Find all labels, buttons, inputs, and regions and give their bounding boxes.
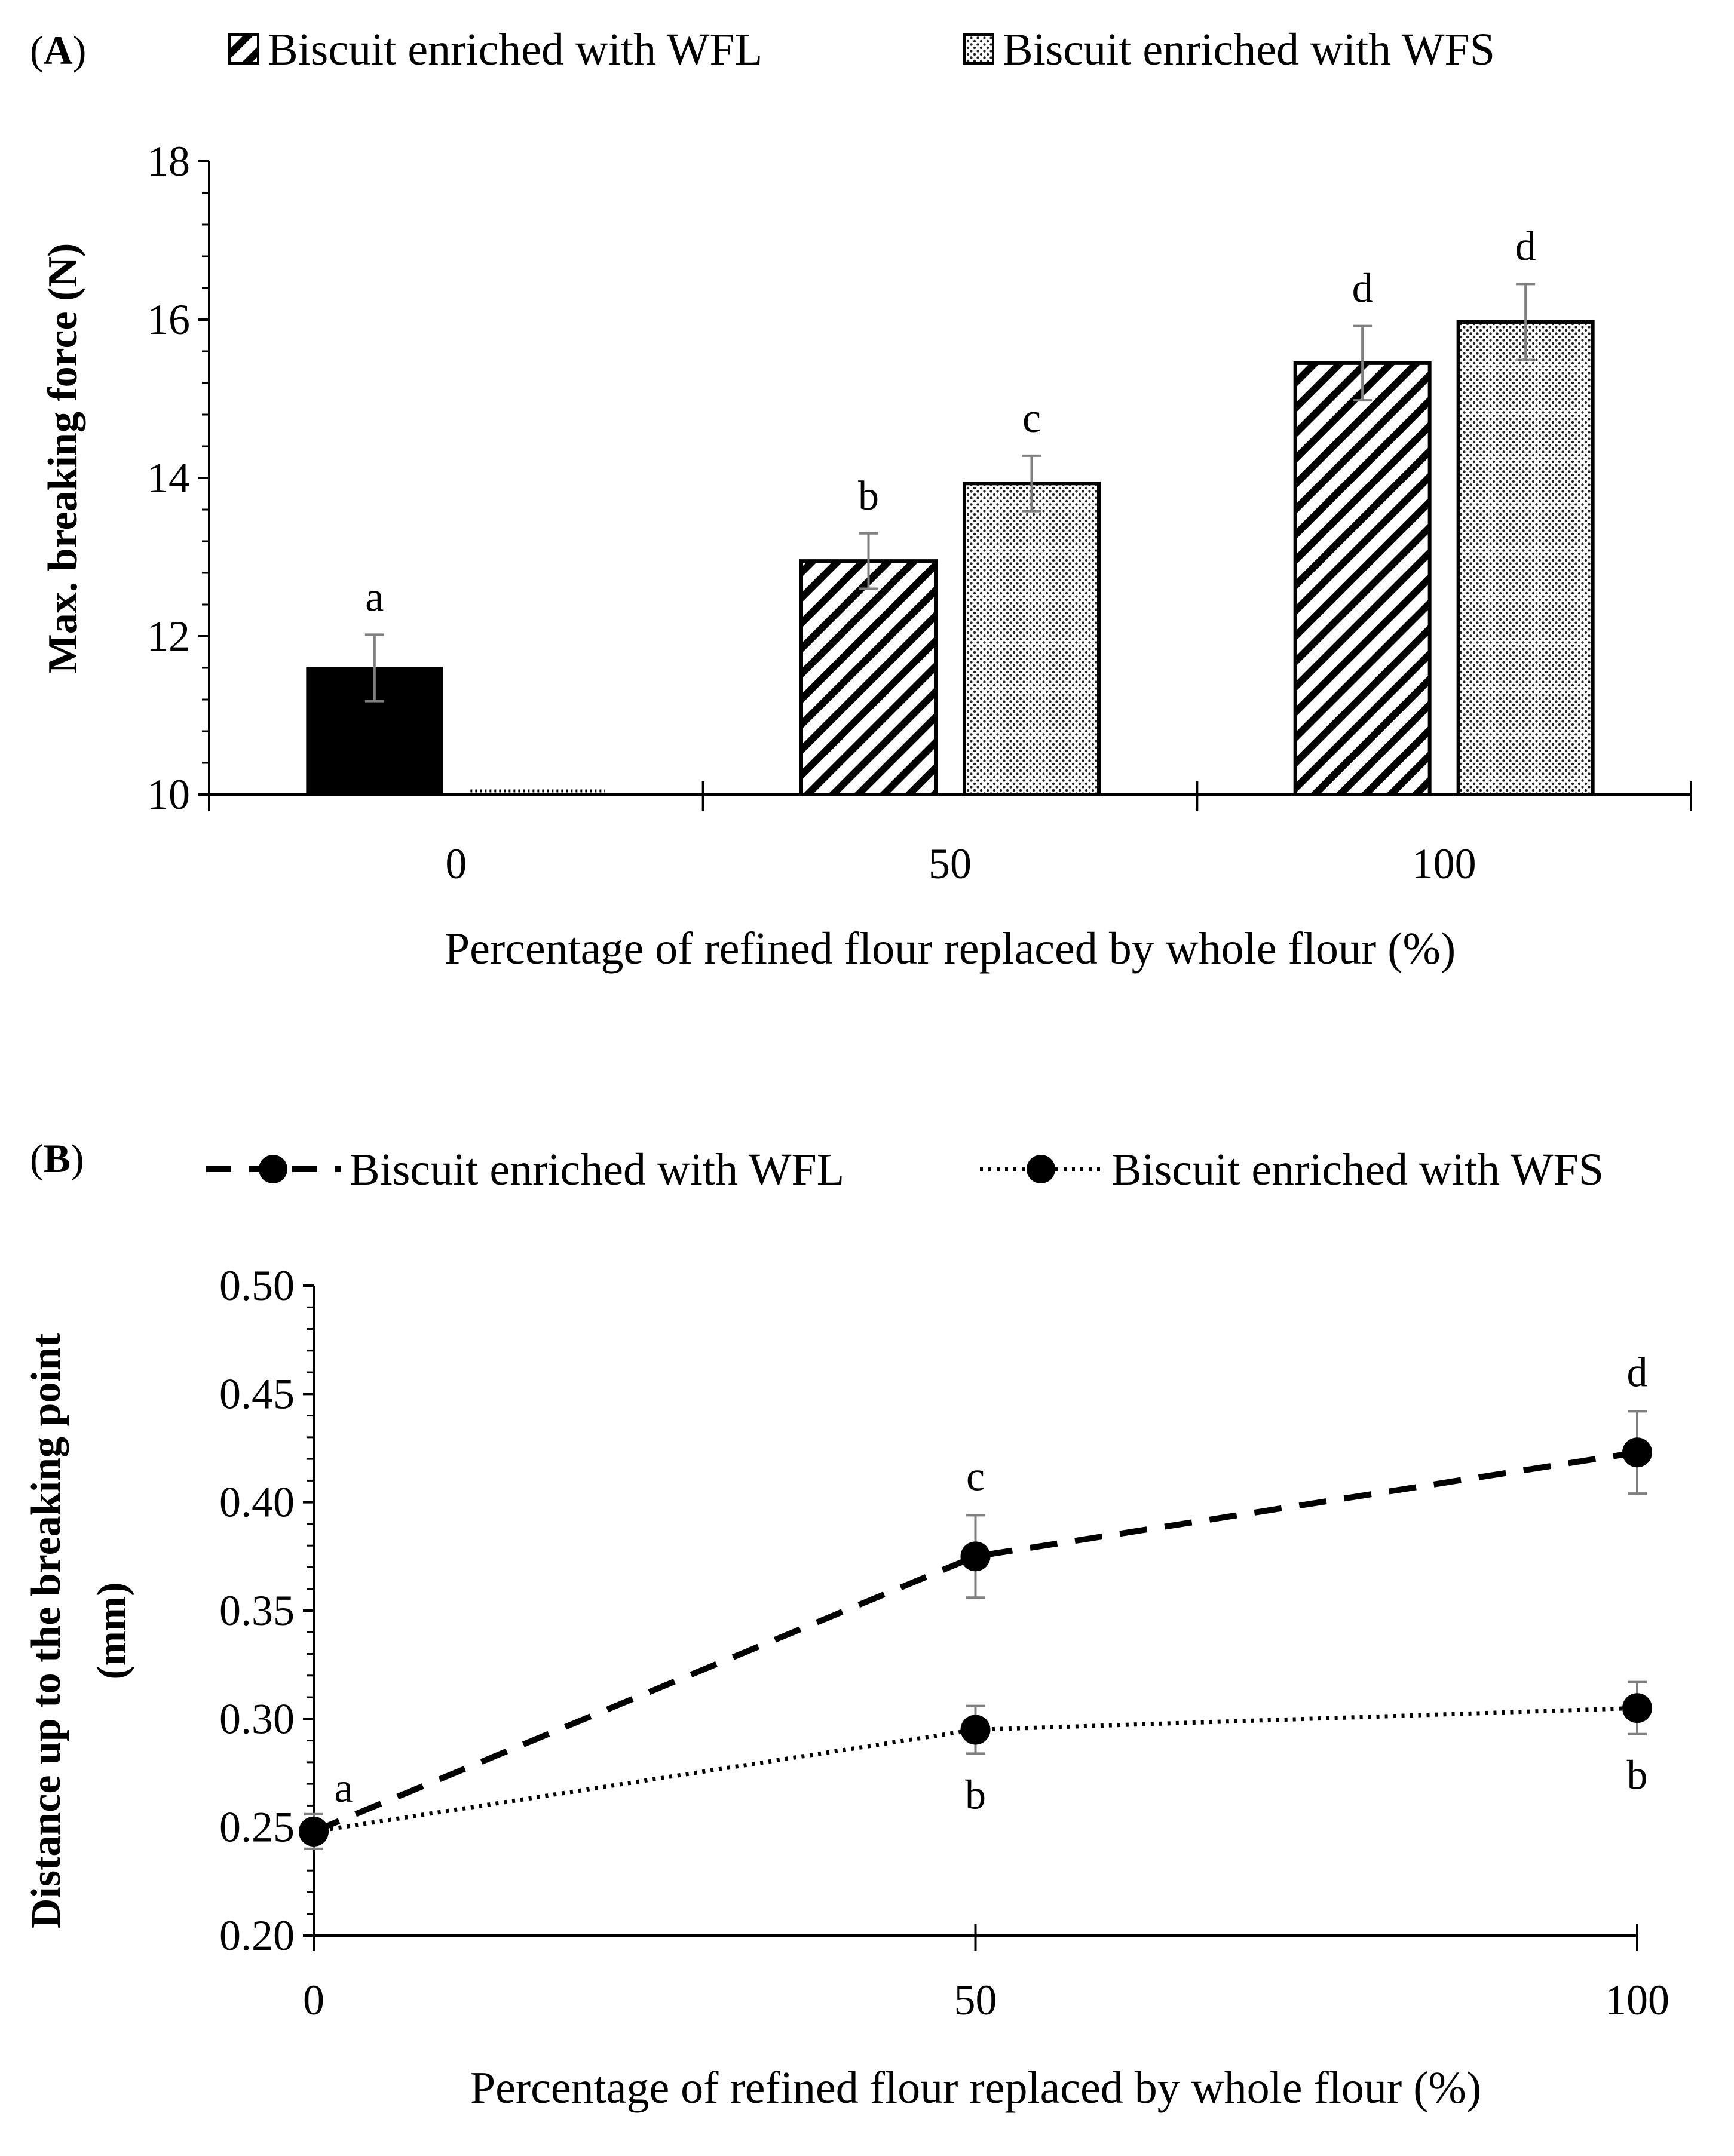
data-point-wfl <box>960 1541 991 1572</box>
significance-letter: d <box>1515 223 1536 269</box>
panel-b-axes <box>313 1286 1637 1951</box>
legend-wfs-swatch <box>963 33 994 65</box>
panel-b-label: (B) <box>30 1136 84 1181</box>
y-tick-label: 0.50 <box>219 1262 295 1309</box>
x-tick-label: 50 <box>954 1976 997 2024</box>
significance-letter: d <box>1352 266 1373 312</box>
data-point-wfl <box>1622 1437 1652 1468</box>
panel-a-x-ticks: 0 50 100 <box>208 781 1692 888</box>
significance-letter: c <box>966 1453 985 1499</box>
y-tick-label: 0.20 <box>219 1912 295 1959</box>
x-tick-label: 50 <box>929 840 972 888</box>
y-tick-label: 10 <box>147 771 190 818</box>
significance-letter: a <box>365 574 384 620</box>
panel-b: (B) Biscuit enriched with WFL Biscuit en… <box>23 1136 1669 2113</box>
significance-letter: d <box>1627 1350 1648 1396</box>
panel-a-letter: A <box>44 27 73 73</box>
panel-a-error-bars <box>364 283 1536 703</box>
legend-wfs-marker <box>1027 1155 1055 1183</box>
bar-wfs <box>963 482 1101 796</box>
panel-b-y-ticks: 0.20 0.25 0.30 0.35 0.40 0.45 0.50 <box>219 1262 314 1959</box>
x-tick-label: 0 <box>445 840 467 888</box>
panel-a-label: (A) <box>30 27 86 73</box>
data-point-wfs <box>960 1715 991 1745</box>
bar-wfs <box>1456 320 1595 796</box>
panel-b-y-axis-title: Distance up to the breaking point (mm) <box>23 1333 135 1928</box>
y-tick-label: 12 <box>147 612 190 660</box>
panel-a-bars <box>306 320 1595 796</box>
legend-wfl-swatch <box>228 33 259 65</box>
y-tick-label: 14 <box>147 454 190 502</box>
panel-b-y-axis-title-line2: (mm) <box>89 1582 135 1679</box>
bar-wfl <box>1293 361 1432 796</box>
significance-letter: a <box>334 1765 353 1811</box>
panel-b-significance-letters: a c d b b <box>334 1350 1647 1818</box>
panel-a-x-axis-title: Percentage of refined flour replaced by … <box>445 924 1456 974</box>
y-tick-label: 18 <box>147 137 190 185</box>
panel-b-x-axis-title: Percentage of refined flour replaced by … <box>470 2063 1481 2113</box>
legend-wfs-label: Biscuit enriched with WFS <box>1003 24 1495 75</box>
y-tick-label: 0.35 <box>219 1587 295 1634</box>
significance-letter: c <box>1022 395 1041 441</box>
panel-a-y-axis-title: Max. breaking force (N) <box>40 243 86 674</box>
series-line-wfl <box>313 1449 1638 1835</box>
panel-b-letter: B <box>44 1136 71 1181</box>
legend-b-wfl-label: Biscuit enriched with WFL <box>350 1145 844 1195</box>
x-tick-label: 0 <box>303 1976 324 2024</box>
legend-wfl-label: Biscuit enriched with WFL <box>268 24 762 75</box>
y-tick-label: 0.25 <box>219 1804 295 1851</box>
panel-a: (A) Biscuit enriched with WFL Biscuit en… <box>30 24 1692 974</box>
y-tick-label: 0.30 <box>219 1695 295 1743</box>
panel-a-significance-letters: a b d c d <box>365 223 1536 620</box>
panel-b-points <box>299 1437 1652 1847</box>
significance-letter: b <box>1627 1753 1648 1799</box>
legend-b-wfs-label: Biscuit enriched with WFS <box>1111 1145 1604 1195</box>
y-tick-label: 0.45 <box>219 1370 295 1418</box>
panel-b-x-ticks: 0 50 100 <box>303 1924 1669 2024</box>
panel-a-y-ticks: 10 12 14 16 18 <box>147 137 209 818</box>
data-point-wfs <box>299 1816 329 1847</box>
significance-letter: b <box>965 1772 986 1818</box>
panel-a-legend: Biscuit enriched with WFL Biscuit enrich… <box>228 24 1495 75</box>
legend-wfl-marker <box>259 1155 287 1183</box>
data-point-wfs <box>1622 1693 1652 1723</box>
x-tick-label: 100 <box>1605 1976 1669 2024</box>
x-tick-label: 100 <box>1412 840 1476 888</box>
significance-letter: b <box>858 473 879 519</box>
panel-a-axes <box>208 161 1691 811</box>
y-tick-label: 0.40 <box>219 1479 295 1526</box>
panel-b-y-axis-title-line1: Distance up to the breaking point <box>23 1333 69 1928</box>
y-tick-label: 16 <box>147 296 190 344</box>
panel-b-legend: Biscuit enriched with WFL Biscuit enrich… <box>206 1145 1604 1195</box>
bar-wfl <box>799 559 938 796</box>
